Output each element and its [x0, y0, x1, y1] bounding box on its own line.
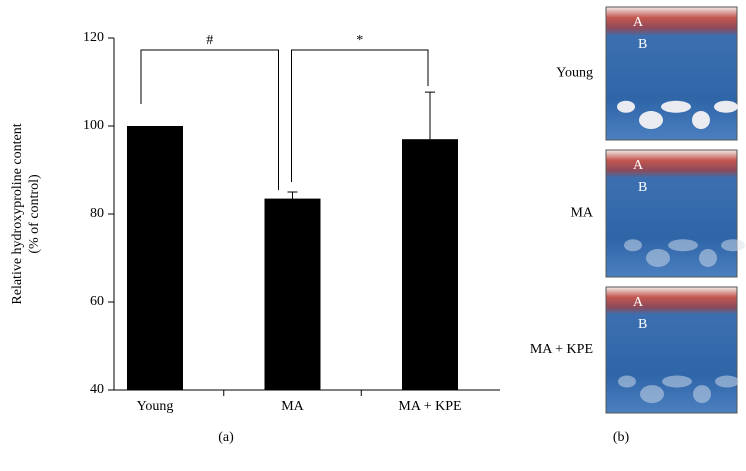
tissue-space [646, 248, 670, 267]
histology-image [605, 6, 738, 141]
y-axis-label: Relative hydroxyproline content [10, 123, 25, 304]
tissue-space [617, 100, 635, 113]
tissue-space [618, 375, 636, 388]
caption-a: (a) [218, 430, 234, 445]
tissue-space [699, 248, 717, 267]
significance-label: # [206, 33, 213, 48]
tissue-space [715, 375, 739, 388]
layer-marker: A [633, 295, 644, 310]
panel-label: MA [570, 206, 593, 221]
tissue-space [639, 111, 663, 130]
tissue-space [714, 100, 738, 113]
bar [264, 198, 321, 390]
tissue-space [661, 100, 691, 113]
y-tick-label: 80 [90, 206, 104, 221]
tissue-space [662, 375, 692, 388]
layer-marker: A [633, 158, 644, 173]
tissue-space [721, 239, 745, 252]
layer-marker: B [638, 317, 647, 332]
bar [402, 139, 458, 390]
significance-label: * [356, 33, 363, 48]
y-tick-label: 40 [90, 382, 104, 397]
layer-marker: B [638, 37, 647, 52]
panel-label: MA + KPE [530, 342, 593, 357]
panel-label: Young [556, 66, 593, 81]
significance-bracket [140, 49, 279, 190]
significance-bracket [291, 49, 429, 182]
histology-image [605, 149, 738, 278]
y-tick-label: 60 [90, 294, 104, 309]
caption-b: (b) [613, 430, 630, 445]
histology-image [605, 286, 738, 414]
x-tick-label: Young [137, 399, 174, 414]
x-tick-label: MA + KPE [398, 399, 461, 414]
y-tick-label: 120 [83, 30, 104, 45]
tissue-space [640, 385, 664, 404]
x-tick-label: MA [281, 399, 304, 414]
tissue-space [693, 385, 711, 404]
y-axis-label: (% of control) [27, 174, 42, 254]
tissue-space [692, 111, 710, 130]
bar [127, 126, 183, 390]
tissue-space [624, 239, 642, 252]
y-tick-label: 100 [83, 118, 104, 133]
tissue-space [668, 239, 698, 252]
layer-marker: A [633, 15, 644, 30]
layer-marker: B [638, 180, 647, 195]
